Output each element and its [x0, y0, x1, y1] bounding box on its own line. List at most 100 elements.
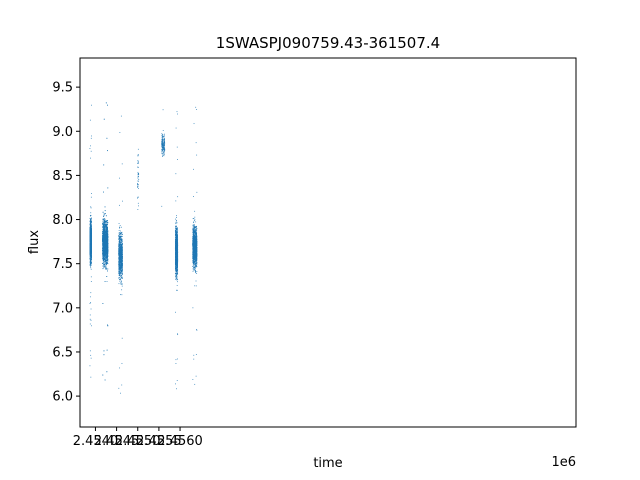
data-point	[120, 264, 122, 266]
data-point	[90, 232, 92, 234]
data-point	[120, 246, 122, 248]
data-point	[121, 270, 123, 272]
data-point	[89, 227, 91, 229]
data-point	[122, 262, 123, 264]
data-point	[90, 224, 92, 226]
data-point	[89, 235, 91, 237]
data-point	[91, 230, 92, 232]
data-point	[118, 270, 120, 272]
data-point	[89, 244, 91, 246]
data-point	[118, 254, 120, 256]
data-point	[104, 233, 106, 235]
data-point	[105, 221, 107, 223]
data-point	[104, 257, 105, 259]
data-point	[104, 221, 106, 223]
data-point	[103, 251, 105, 252]
data-point	[119, 248, 121, 249]
data-point	[104, 213, 106, 215]
data-point	[105, 267, 107, 269]
data-point	[120, 281, 122, 282]
data-point	[90, 221, 91, 223]
data-point	[106, 244, 108, 246]
data-point	[102, 252, 104, 254]
data-point	[106, 241, 108, 243]
data-point	[120, 254, 122, 256]
data-point	[119, 271, 121, 273]
data-point	[103, 226, 105, 228]
data-point	[105, 252, 107, 253]
data-point	[118, 248, 120, 250]
data-point	[120, 260, 122, 262]
data-point	[89, 243, 91, 245]
data-point	[119, 241, 121, 243]
data-point	[120, 253, 122, 255]
data-point	[119, 132, 121, 133]
data-point	[104, 249, 106, 251]
data-point	[120, 258, 122, 260]
data-point	[121, 251, 123, 253]
data-point	[105, 267, 107, 269]
data-point	[90, 223, 92, 225]
data-point	[105, 255, 107, 257]
data-point	[121, 260, 123, 261]
data-point	[106, 264, 107, 265]
data-point	[103, 228, 105, 230]
data-point	[104, 240, 105, 242]
data-point	[89, 253, 91, 255]
data-point	[120, 274, 122, 276]
data-point	[104, 220, 105, 222]
data-point	[106, 229, 108, 231]
data-point	[104, 281, 106, 282]
data-point	[121, 251, 123, 253]
data-point	[119, 252, 121, 254]
data-point	[106, 349, 108, 351]
data-point	[107, 237, 109, 239]
data-point	[120, 236, 122, 237]
data-point	[118, 261, 120, 263]
data-point	[121, 251, 123, 253]
data-point	[102, 268, 104, 270]
data-point	[90, 229, 92, 231]
data-point	[104, 258, 106, 260]
data-point	[102, 247, 104, 249]
data-point	[104, 232, 106, 233]
data-point	[103, 234, 105, 236]
data-point	[118, 204, 120, 206]
data-point	[89, 365, 91, 367]
data-point	[102, 251, 104, 253]
data-point	[137, 175, 139, 177]
data-point	[120, 239, 122, 241]
data-point	[105, 261, 107, 262]
data-point	[90, 254, 92, 256]
data-point	[106, 226, 108, 228]
data-point	[106, 281, 108, 282]
data-point	[121, 267, 123, 269]
data-point	[106, 276, 108, 277]
data-point	[162, 134, 164, 136]
data-point	[104, 244, 106, 245]
data-point	[91, 257, 92, 259]
data-point	[119, 246, 121, 248]
data-point	[90, 257, 92, 258]
data-point	[118, 230, 120, 231]
data-point	[105, 240, 107, 242]
data-point	[103, 231, 105, 232]
data-point	[161, 152, 163, 154]
data-point	[104, 229, 106, 231]
data-point	[103, 231, 105, 233]
data-point	[90, 219, 91, 221]
data-point	[119, 230, 121, 232]
data-point	[91, 259, 92, 261]
data-point	[103, 254, 105, 255]
data-point	[102, 223, 104, 225]
data-point	[102, 265, 104, 267]
data-point	[162, 140, 164, 142]
data-point	[118, 268, 120, 270]
data-point	[161, 147, 163, 148]
data-point	[89, 215, 91, 217]
data-point	[119, 255, 121, 257]
data-point	[103, 239, 105, 241]
data-point	[121, 272, 123, 274]
data-point	[107, 104, 108, 106]
data-point	[102, 222, 104, 224]
